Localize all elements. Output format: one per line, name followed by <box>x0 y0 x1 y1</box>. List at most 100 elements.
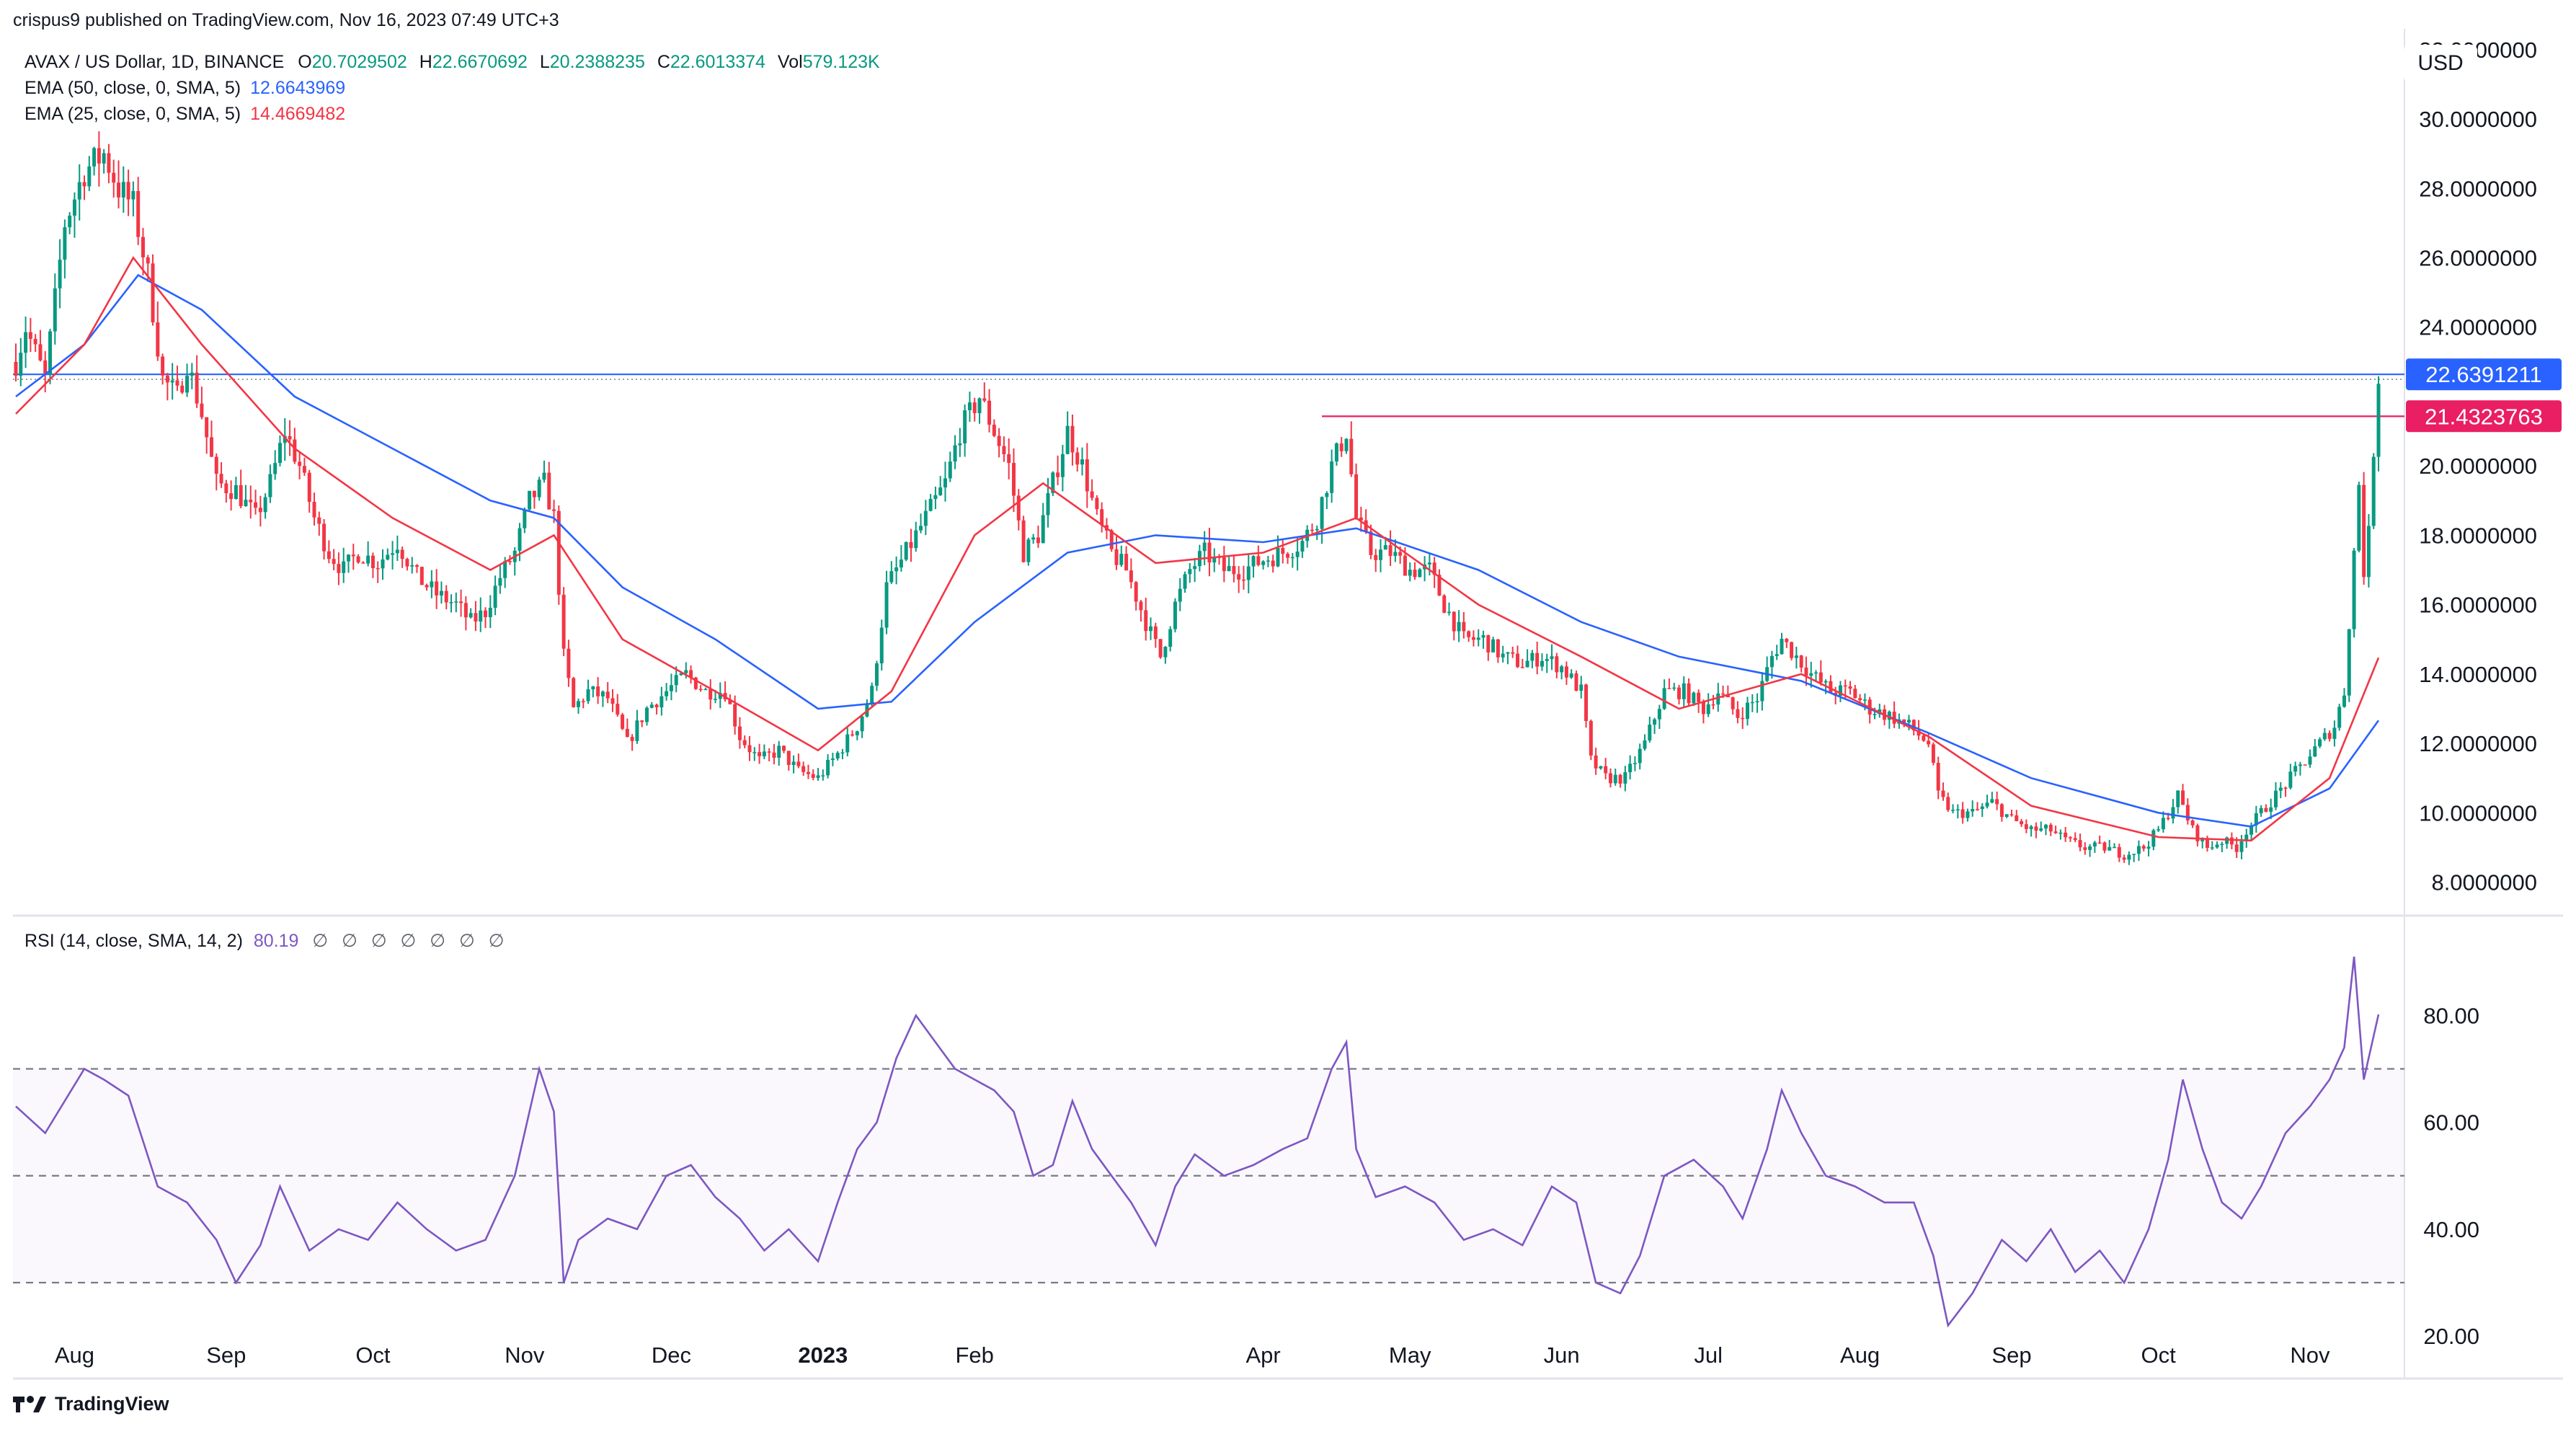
candle-body <box>972 402 977 414</box>
candle-body <box>1613 774 1617 784</box>
candle-body <box>493 585 497 608</box>
candle-body <box>126 182 130 200</box>
candle-body <box>1809 673 1813 676</box>
candle-body <box>2308 756 2312 765</box>
ema25-value: 14.4669482 <box>250 104 346 124</box>
candle-body <box>2161 818 2165 830</box>
candle-body <box>2024 824 2028 829</box>
candle-body <box>322 523 327 552</box>
candle-body <box>630 737 634 741</box>
symbol-row[interactable]: AVAX / US Dollar, 1D, BINANCE O20.702950… <box>25 49 880 75</box>
candle-body <box>200 403 204 417</box>
candle-body <box>2264 808 2268 812</box>
rsi-legend[interactable]: RSI (14, close, SMA, 14, 2) 80.19 ∅ ∅ ∅ … <box>25 930 509 952</box>
candle-body <box>821 775 825 777</box>
candle-body <box>92 148 97 167</box>
candle-body <box>1408 570 1412 576</box>
candle-body <box>1090 491 1094 498</box>
candle-body <box>391 553 395 555</box>
candle-body <box>1060 454 1065 477</box>
candle-body <box>1746 702 1750 720</box>
candle-body <box>752 752 757 753</box>
candle-body <box>2039 828 2043 831</box>
candle-body <box>1330 461 1334 493</box>
candle-body <box>1501 653 1505 658</box>
candle-body <box>1065 425 1070 454</box>
candle-body <box>709 689 713 700</box>
candle-body <box>307 472 311 503</box>
candle-body <box>346 554 350 562</box>
candle-body <box>2068 837 2072 839</box>
candle-body <box>1016 495 1021 521</box>
candle-body <box>277 443 282 464</box>
candle-body <box>1222 557 1226 572</box>
candle-body <box>239 485 243 507</box>
candle-body <box>410 565 414 567</box>
time-tick-label: Jul <box>1694 1342 1723 1368</box>
candle-body <box>356 556 360 563</box>
candle-body <box>112 172 116 183</box>
candle-body <box>2053 831 2058 833</box>
candle-body <box>439 590 443 596</box>
time-tick-label: May <box>1389 1342 1431 1368</box>
candle-body <box>816 775 820 778</box>
candle-body <box>1207 542 1212 563</box>
tradingview-brand[interactable]: TradingView <box>13 1393 169 1415</box>
candle-body <box>1315 528 1319 531</box>
candle-body <box>1980 806 1984 810</box>
time-tick-label: Nov <box>505 1342 545 1368</box>
candle-body <box>317 517 321 524</box>
ema50-legend-row[interactable]: EMA (50, close, 0, SMA, 5) 12.6643969 <box>25 75 880 101</box>
candle-body <box>63 227 67 260</box>
candle-body <box>1031 537 1036 540</box>
candle-body <box>1818 672 1823 683</box>
candle-body <box>1760 681 1764 702</box>
candle-body <box>1648 725 1652 740</box>
candle-body <box>1618 774 1622 784</box>
candle-body <box>2117 846 2121 858</box>
candle-body <box>1193 566 1197 570</box>
candle-body <box>2009 814 2014 815</box>
candle-body <box>1599 766 1603 769</box>
candle-body <box>1687 683 1691 704</box>
candle-body <box>684 670 688 673</box>
candle-body <box>1829 681 1833 693</box>
candle-body <box>1339 443 1343 451</box>
currency-button[interactable]: USD <box>2404 45 2477 82</box>
ema25-legend-row[interactable]: EMA (25, close, 0, SMA, 5) 14.4669482 <box>25 101 880 127</box>
candle-body <box>395 549 399 554</box>
open-label: O <box>298 52 312 72</box>
candle-body <box>1134 582 1138 602</box>
candle-body <box>938 487 943 495</box>
volume-label: Vol <box>777 52 803 72</box>
candle-body <box>1643 740 1647 749</box>
candle-body <box>1960 809 1965 818</box>
candle-body <box>185 376 190 393</box>
candle-body <box>1046 492 1050 516</box>
publisher-line: crispus9 published on TradingView.com, N… <box>13 10 559 30</box>
candle-body <box>244 500 248 507</box>
candle-body <box>1183 574 1187 589</box>
candle-body <box>2322 733 2327 740</box>
candle-body <box>2210 847 2214 849</box>
candle-body <box>2337 707 2342 728</box>
candle-body <box>468 613 473 618</box>
candle-body <box>1736 709 1740 718</box>
candle-body <box>1398 552 1403 556</box>
candle-body <box>1848 686 1852 689</box>
candle-body <box>1804 667 1808 676</box>
candle-body <box>2357 485 2361 551</box>
rsi-label: RSI (14, close, SMA, 14, 2) <box>25 931 243 951</box>
time-tick-label: Feb <box>955 1342 993 1368</box>
candle-body <box>386 554 390 559</box>
candle-body <box>1124 554 1129 571</box>
candle-body <box>1574 673 1578 691</box>
candle-body <box>1457 621 1461 632</box>
candle-body <box>884 582 889 628</box>
candle-body <box>953 445 957 462</box>
candle-body <box>1711 704 1715 706</box>
rsi-tick-label: 20.00 <box>2423 1324 2479 1349</box>
candle-body <box>1295 552 1300 557</box>
candle-body <box>547 472 551 510</box>
